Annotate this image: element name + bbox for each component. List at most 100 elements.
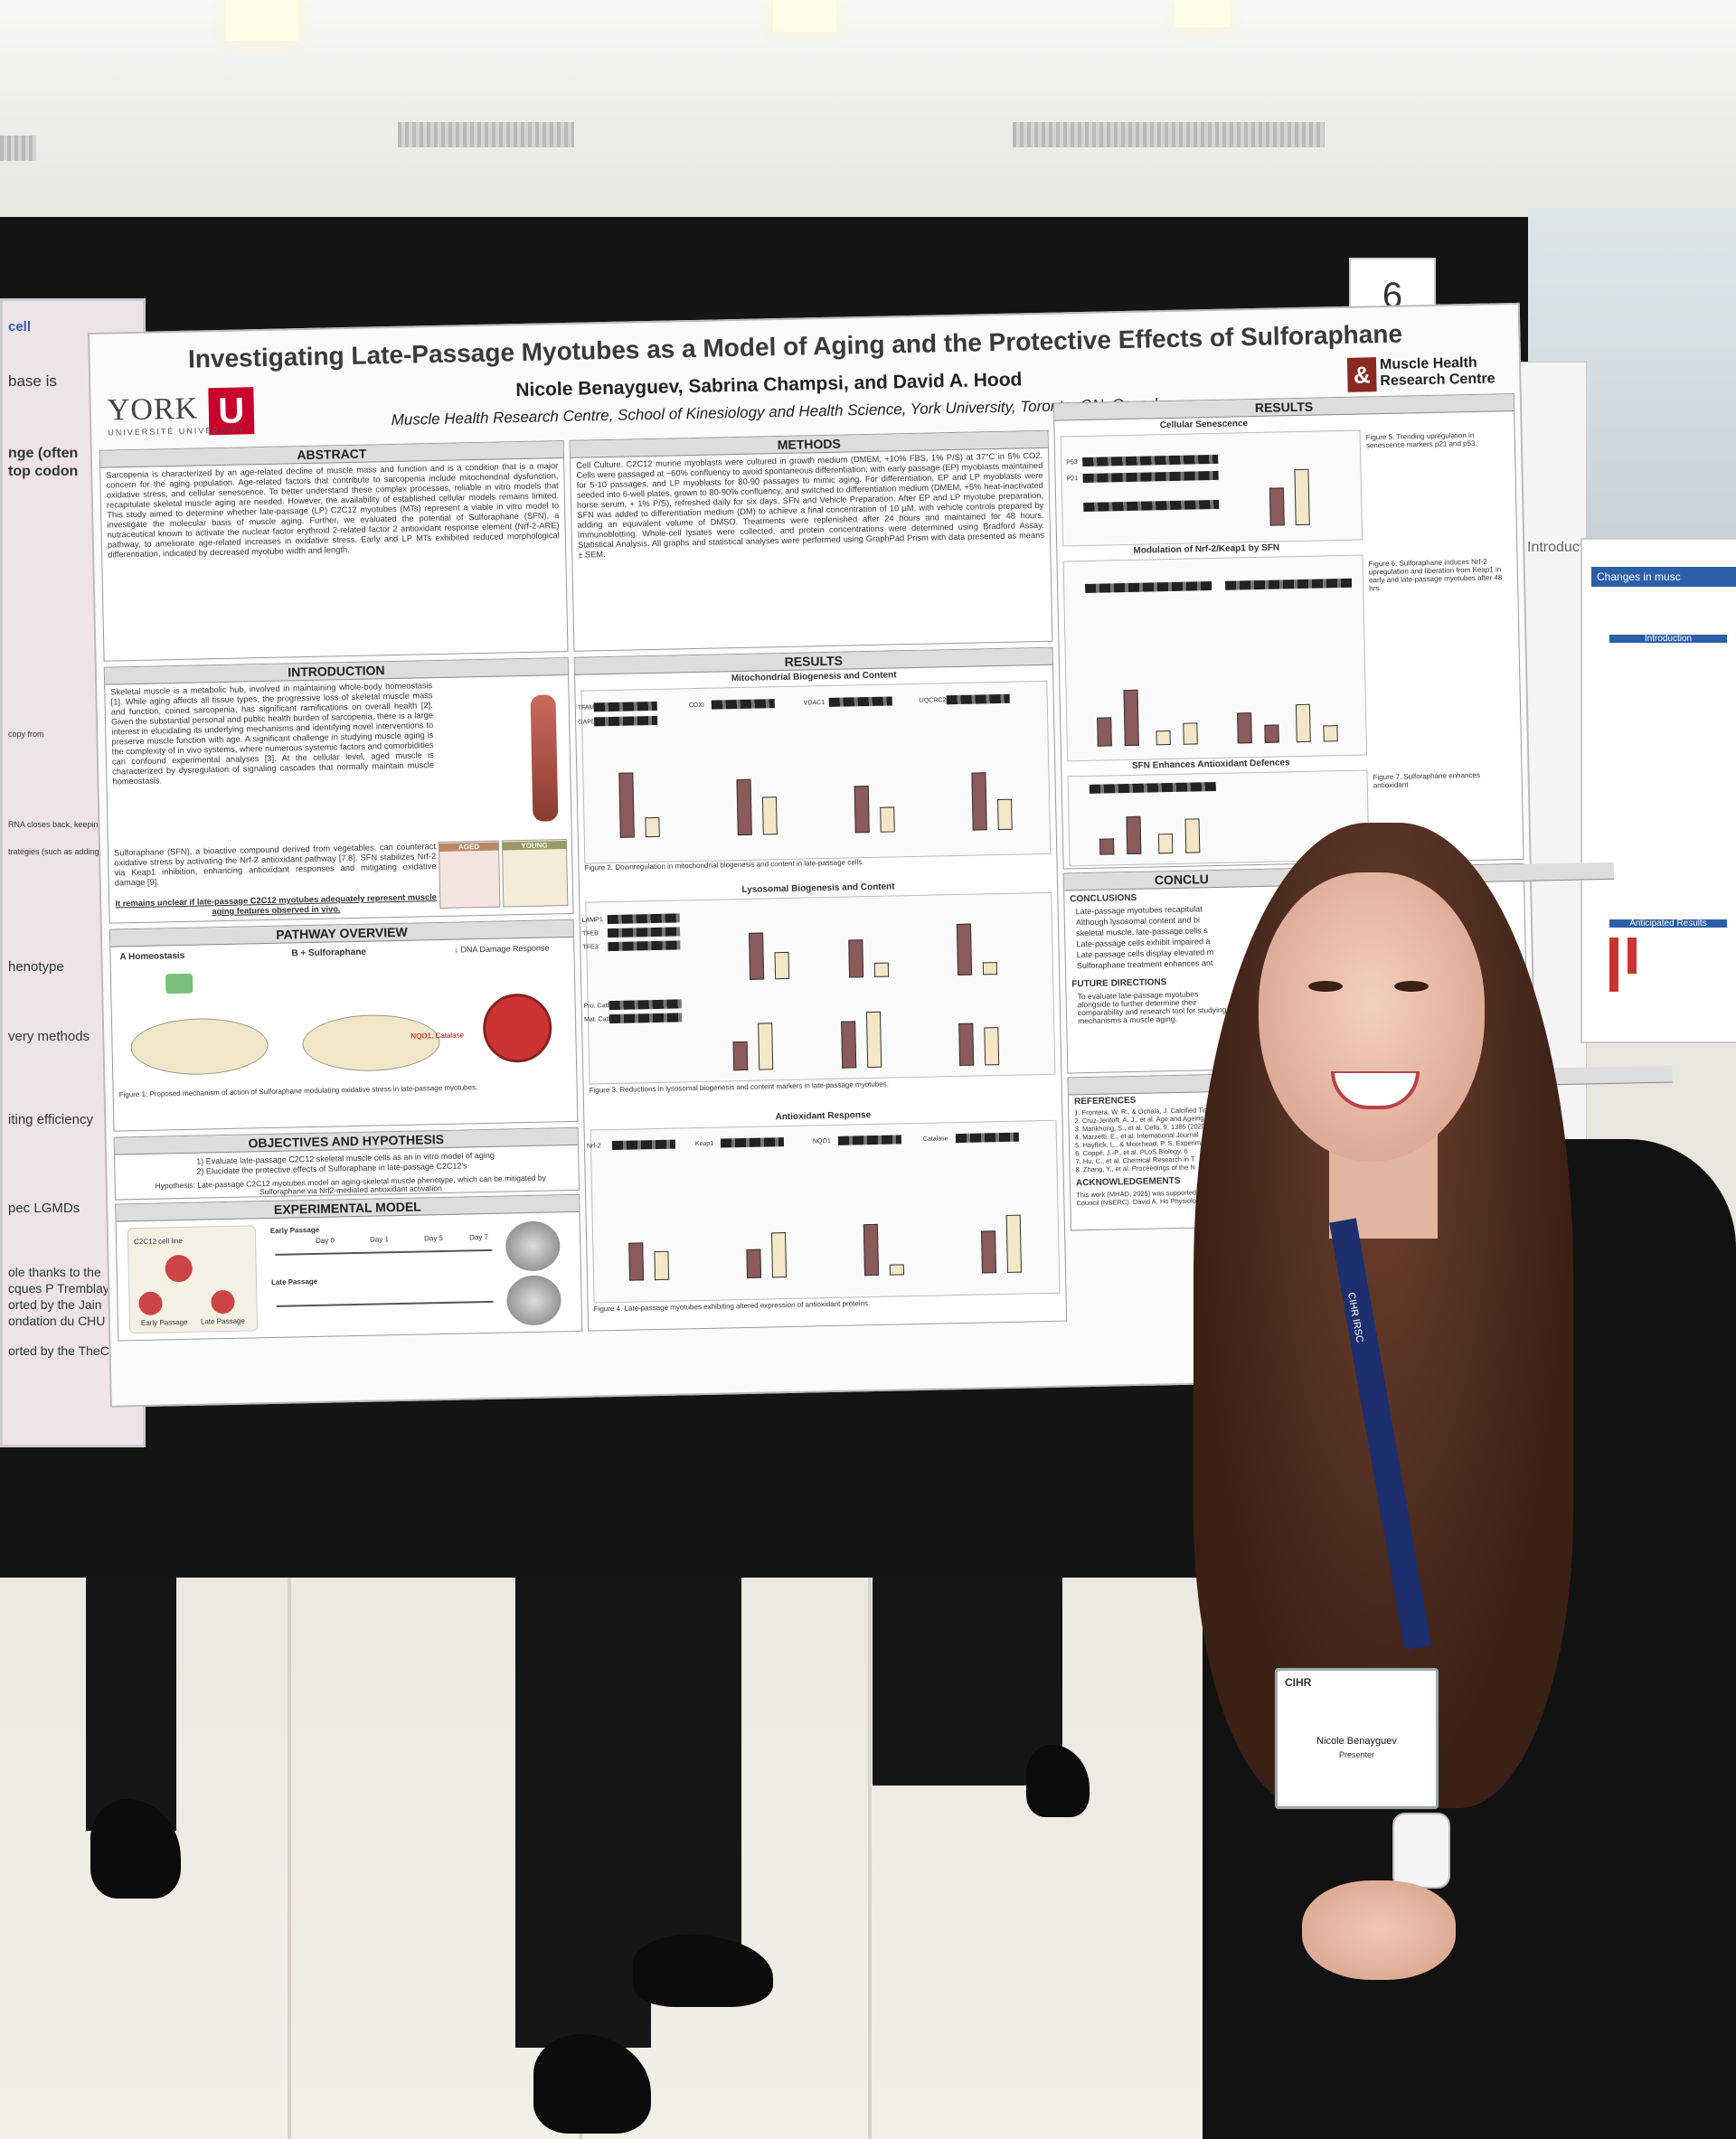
bar-veh-lp — [1156, 730, 1171, 746]
left-poster-text: very methods — [8, 1029, 90, 1044]
badge-name: Nicole Benayguev — [1316, 1736, 1397, 1747]
person-hands — [1302, 1880, 1456, 1980]
blot-label: NQO1 — [812, 1137, 831, 1145]
cell-line-illustration: C2C12 cell line Early Passage Late Passa… — [127, 1225, 259, 1334]
badge-org: CIHR — [1285, 1676, 1312, 1689]
ceiling-vent — [398, 122, 574, 147]
bar-ep — [1269, 487, 1285, 526]
left-poster-text: cques P Tremblay. — [8, 1281, 112, 1296]
blot-label: P53 — [1066, 459, 1078, 466]
western-blot — [593, 701, 657, 712]
western-blot — [608, 940, 681, 952]
methods-section: METHODS Cell Culture. C2C12 murine myobl… — [569, 429, 1053, 652]
blot-label: Nrf-2 — [586, 1143, 601, 1150]
bar-veh-ep — [1099, 838, 1115, 855]
york-logo-sub: UNIVERSITÉ UNIVERSITY — [108, 425, 246, 438]
eye-left — [1308, 981, 1343, 992]
bar-lp — [761, 796, 778, 835]
bar-lp — [889, 1264, 905, 1276]
bar-lp — [984, 1027, 1000, 1066]
person-leg — [873, 1578, 1062, 1786]
nucleus-illustration — [301, 1013, 441, 1073]
bar-lp — [873, 962, 890, 977]
person-face — [1259, 872, 1485, 1162]
acknowledgements-subheading: ACKNOWLEDGEMENTS — [1075, 1175, 1181, 1189]
early-timeline — [275, 1249, 493, 1256]
cell-dish-icon — [138, 1291, 163, 1316]
nucleus-illustration — [129, 1017, 269, 1077]
bar-chart-ratio — [944, 997, 1018, 1067]
left-poster-text: pec LGMDs — [8, 1201, 80, 1216]
bar-lp — [880, 806, 895, 833]
bar-chart-p53 — [1254, 452, 1328, 526]
blot-label: Pro. CatB — [583, 1003, 612, 1010]
left-poster-text: orted by the TheCell — [8, 1343, 122, 1358]
bar-ep — [736, 778, 752, 836]
blot-label: P21 — [1066, 476, 1079, 483]
muscle-figure-illustration — [530, 694, 559, 822]
reference-item: 8. Zhang, Y., et al. Proceedings of the … — [1075, 1163, 1196, 1174]
bar-chart-catalase-sfn — [1090, 798, 1217, 855]
ceiling-light — [773, 0, 836, 32]
lanyard-text: CIHR IRSC — [1345, 1291, 1365, 1344]
blot-label: GAPDH — [578, 719, 601, 726]
york-logo-word: YORK — [107, 391, 199, 428]
bar-lp — [774, 951, 790, 980]
bar-chart-vdac1 — [839, 741, 913, 834]
bar-chart-matcatb — [826, 999, 901, 1069]
references-heading: REFERENCES — [1073, 1095, 1137, 1107]
right-poster-bar — [1609, 938, 1618, 992]
bar-chart-tfeb — [942, 911, 1015, 976]
western-blot — [609, 1013, 683, 1024]
conclusion-item: Although lysosomal content and bi — [1075, 915, 1201, 928]
blot-label: TFEB — [581, 930, 599, 938]
bar-veh-lp — [1295, 703, 1311, 743]
experimental-model-heading: EXPERIMENTAL MODEL — [116, 1194, 580, 1222]
western-blot — [837, 1135, 901, 1145]
cell-dish-icon — [165, 1254, 193, 1283]
figure-7-caption: Figure 7. Sulforaphane enhances antioxid… — [1373, 770, 1480, 790]
bar-lp — [982, 962, 998, 975]
pathway-overview-section: PATHWAY OVERVIEW A Homeostasis B + Sulfo… — [108, 919, 579, 1132]
conclusion-item: Late passage cells display elevated m — [1076, 947, 1214, 960]
left-poster-text: trategies (such as adding a — [8, 847, 107, 856]
pathway-heading: PATHWAY OVERVIEW — [109, 919, 574, 947]
methods-text: Cell Culture. C2C12 murine myoblasts wer… — [576, 450, 1045, 560]
western-blot — [609, 999, 682, 1011]
bar-ep — [981, 1230, 997, 1274]
early-passage-timeline-label: Early Passage — [269, 1225, 320, 1235]
bar-lp — [997, 798, 1013, 831]
person-leg — [633, 1578, 741, 1957]
name-badge: CIHR Nicole Benayguev Presenter — [1275, 1668, 1439, 1809]
bar-chart-coxi — [722, 744, 796, 836]
conclusions-subheading: CONCLUSIONS — [1070, 892, 1137, 905]
early-passage-label: Early Passage — [140, 1317, 188, 1328]
left-poster-text: base is — [8, 372, 57, 390]
ceiling — [0, 0, 1736, 208]
western-blot — [607, 927, 681, 938]
mhrc-name: Muscle Health Research Centre — [1379, 354, 1495, 390]
bar-chart-keap1-sfn — [1226, 642, 1354, 744]
bar-veh-lp — [1157, 833, 1174, 854]
microscope-image — [505, 1275, 562, 1326]
introduction-heading: INTRODUCTION — [104, 657, 569, 685]
mitochondria-illustration — [482, 993, 553, 1064]
late-passage-timeline-label: Late Passage — [270, 1277, 318, 1286]
western-blot — [607, 913, 680, 925]
bar-lp — [1005, 1214, 1022, 1273]
young-mitochondria-illustration: YOUNG — [501, 839, 569, 908]
blot-label: TFE3 — [582, 944, 599, 951]
cell-dish-icon — [211, 1289, 235, 1314]
abstract-section: ABSTRACT Sarcopenia is characterized by … — [99, 439, 569, 662]
bar-chart-keap1 — [731, 1187, 805, 1279]
eye-right — [1394, 981, 1429, 992]
western-blot — [611, 1139, 676, 1151]
left-poster-text: top codon — [8, 464, 79, 479]
bar-sfn-lp — [1183, 722, 1198, 745]
right-poster-results: Anticipated Results — [1609, 919, 1727, 928]
cell-line-label: C2C12 cell line — [133, 1237, 183, 1247]
left-poster-text: cell — [8, 319, 32, 335]
right-poster-bar — [1628, 938, 1637, 974]
bar-ep — [746, 1249, 762, 1278]
bar-ep — [956, 923, 973, 976]
